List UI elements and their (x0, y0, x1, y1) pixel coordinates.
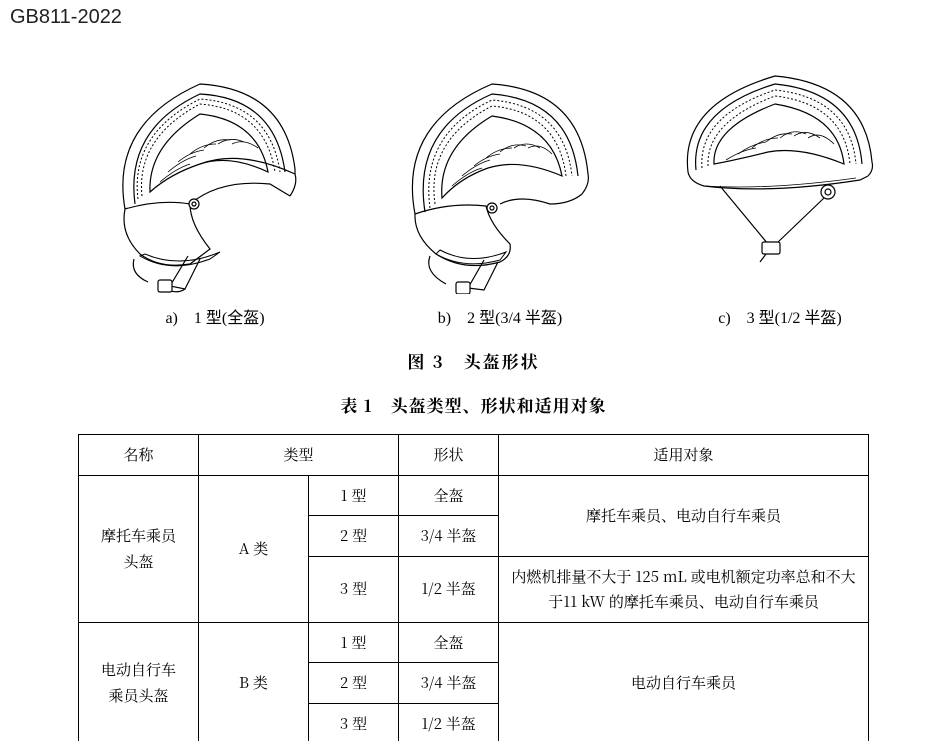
table-header-row: 名称 类型 形状 适用对象 (79, 435, 869, 476)
cell-shape-34-b: 3/4 半盔 (399, 663, 499, 704)
cell-shape-full-a: 全盔 (399, 475, 499, 516)
helmet-type2-icon (380, 64, 610, 294)
caption-b: b) 2 型(3/4 半盔) (400, 304, 600, 328)
cell-shape-12-b: 1/2 半盔 (399, 703, 499, 741)
cell-target-ebike: 电动自行车乘员 (499, 622, 869, 741)
helmet-type1-icon (90, 64, 320, 294)
table-row: 摩托车乘员 头盔 A 类 1 型 全盔 摩托车乘员、电动自行车乘员 (79, 475, 869, 516)
helmet-type3-icon (660, 64, 890, 264)
page-root: GB811-2022 (0, 0, 947, 741)
moto-name-l1: 摩托车乘员 (101, 525, 176, 546)
th-target: 适用对象 (499, 435, 869, 476)
cell-type3-a: 3 型 (309, 556, 399, 622)
caption-c: c) 3 型(1/2 半盔) (680, 304, 880, 328)
cell-shape-full-b: 全盔 (399, 622, 499, 663)
table-wrap: 名称 类型 形状 适用对象 摩托车乘员 头盔 A 类 1 型 全盔 摩托车乘员、… (78, 434, 868, 741)
cell-moto-class: A 类 (199, 475, 309, 622)
ebike-name-l2: 乘员头盔 (108, 685, 168, 706)
cell-shape-12-a: 1/2 半盔 (399, 556, 499, 622)
ebike-name-l1: 电动自行车 (101, 659, 176, 680)
helmet-table: 名称 类型 形状 适用对象 摩托车乘员 头盔 A 类 1 型 全盔 摩托车乘员、… (78, 434, 869, 741)
th-class: 类型 (199, 435, 399, 476)
cell-target-moto3: 内燃机排量不大于 125 mL 或电机额定功率总和不大于11 kW 的摩托车乘员… (499, 556, 869, 622)
caption-a: a) 1 型(全盔) (130, 304, 300, 328)
cell-target-moto12: 摩托车乘员、电动自行车乘员 (499, 475, 869, 556)
table-title: 表 1 头盔类型、形状和适用对象 (0, 392, 947, 417)
th-shape: 形状 (399, 435, 499, 476)
cell-ebike-name: 电动自行车 乘员头盔 (79, 622, 199, 741)
cell-type1-a: 1 型 (309, 475, 399, 516)
cell-moto-name: 摩托车乘员 头盔 (79, 475, 199, 622)
table-row: 电动自行车 乘员头盔 B 类 1 型 全盔 电动自行车乘员 (79, 622, 869, 663)
figure-row (0, 64, 947, 324)
th-name: 名称 (79, 435, 199, 476)
cell-shape-34-a: 3/4 半盔 (399, 516, 499, 557)
cell-type2-b: 2 型 (309, 663, 399, 704)
moto-name-l2: 头盔 (123, 551, 153, 572)
cell-type3-b: 3 型 (309, 703, 399, 741)
cell-type1-b: 1 型 (309, 622, 399, 663)
figure-title: 图 3 头盔形状 (0, 348, 947, 373)
cell-type2-a: 2 型 (309, 516, 399, 557)
cell-ebike-class: B 类 (199, 622, 309, 741)
document-code: GB811-2022 (10, 6, 122, 29)
